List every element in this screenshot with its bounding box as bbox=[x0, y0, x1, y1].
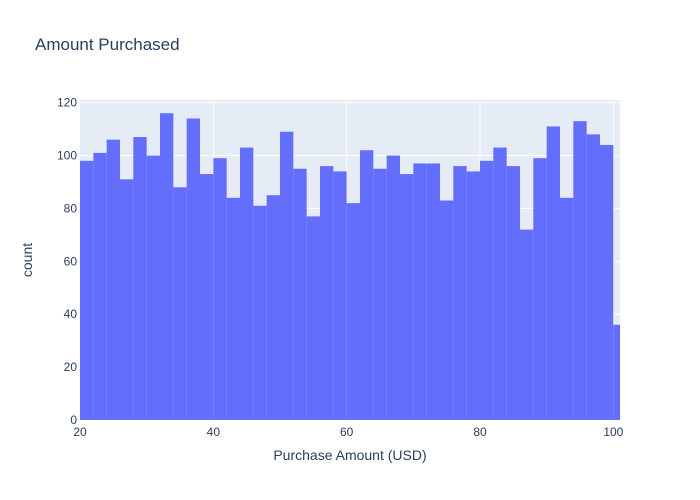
histogram-bar[interactable] bbox=[266, 195, 280, 420]
histogram-bar[interactable] bbox=[106, 139, 120, 420]
histogram-bar[interactable] bbox=[186, 118, 200, 421]
histogram-bar[interactable] bbox=[80, 160, 94, 420]
histogram-bar[interactable] bbox=[573, 121, 587, 420]
histogram-bar[interactable] bbox=[520, 229, 534, 420]
histogram-bar[interactable] bbox=[546, 126, 560, 420]
histogram-bar[interactable] bbox=[360, 150, 374, 421]
x-tick-label: 100 bbox=[603, 425, 623, 439]
x-axis-ticks: 20 40 60 80 100 bbox=[73, 425, 623, 439]
histogram-bar[interactable] bbox=[533, 158, 547, 420]
histogram-bar[interactable] bbox=[493, 147, 507, 420]
histogram-bar[interactable] bbox=[453, 166, 467, 420]
bars bbox=[80, 113, 620, 421]
histogram-bar[interactable] bbox=[466, 171, 480, 420]
histogram-bar[interactable] bbox=[400, 174, 414, 420]
y-axis-title: count bbox=[19, 243, 35, 277]
y-tick-label: 100 bbox=[57, 149, 77, 163]
y-tick-label: 60 bbox=[64, 254, 78, 268]
x-tick-label: 80 bbox=[473, 425, 487, 439]
histogram-bar[interactable] bbox=[253, 205, 267, 420]
histogram-bar[interactable] bbox=[240, 147, 254, 420]
y-tick-label: 40 bbox=[64, 307, 78, 321]
histogram-bar[interactable] bbox=[293, 168, 307, 420]
y-tick-label: 80 bbox=[64, 201, 78, 215]
histogram-bar[interactable] bbox=[160, 113, 174, 420]
x-axis-title: Purchase Amount (USD) bbox=[273, 447, 426, 463]
x-tick-label: 20 bbox=[73, 425, 87, 439]
x-tick-label: 40 bbox=[207, 425, 221, 439]
histogram-bar[interactable] bbox=[386, 155, 400, 421]
histogram-bar[interactable] bbox=[173, 187, 187, 420]
histogram-bar[interactable] bbox=[213, 158, 227, 420]
histogram-bar[interactable] bbox=[413, 163, 427, 420]
histogram-bar[interactable] bbox=[586, 134, 600, 420]
histogram-bar[interactable] bbox=[306, 216, 320, 420]
x-tick-label: 60 bbox=[340, 425, 354, 439]
histogram-bar[interactable] bbox=[613, 324, 620, 420]
y-tick-label: 20 bbox=[64, 360, 78, 374]
histogram-bar[interactable] bbox=[133, 137, 147, 421]
histogram-bar[interactable] bbox=[200, 174, 214, 420]
histogram-bar[interactable] bbox=[600, 144, 614, 420]
histogram-bar[interactable] bbox=[146, 155, 160, 421]
histogram-bar[interactable] bbox=[480, 160, 494, 420]
histogram-bar[interactable] bbox=[333, 171, 347, 420]
histogram-bar[interactable] bbox=[120, 179, 134, 420]
histogram-bar[interactable] bbox=[506, 166, 520, 420]
histogram-bar[interactable] bbox=[320, 166, 334, 420]
chart-title: Amount Purchased bbox=[35, 35, 180, 54]
histogram-bar[interactable] bbox=[226, 197, 240, 420]
histogram-bar[interactable] bbox=[373, 168, 387, 420]
histogram-bar[interactable] bbox=[440, 200, 454, 420]
histogram-bar[interactable] bbox=[426, 163, 440, 420]
y-tick-label: 120 bbox=[57, 96, 77, 110]
y-axis-ticks: 0 20 40 60 80 100 120 bbox=[57, 96, 77, 427]
histogram-bar[interactable] bbox=[93, 152, 107, 420]
histogram-bar[interactable] bbox=[346, 203, 360, 420]
y-tick-label: 0 bbox=[70, 413, 77, 427]
histogram-bar[interactable] bbox=[280, 131, 294, 420]
histogram-bar[interactable] bbox=[560, 197, 574, 420]
